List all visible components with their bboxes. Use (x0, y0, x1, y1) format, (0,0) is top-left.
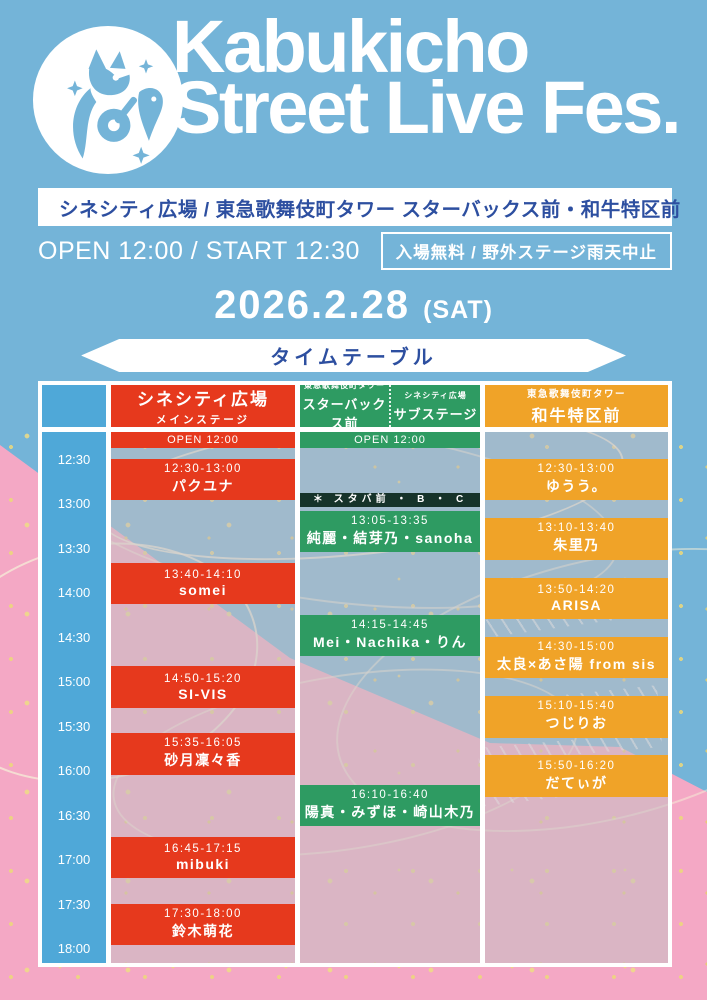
stage-header-sub-right: シネシティ広場 サブステージ (389, 385, 480, 427)
event-time: 13:05-13:35 (351, 515, 429, 528)
time-axis-label: 17:30 (57, 896, 91, 912)
event-block: 15:10-15:40 つじりお (485, 696, 668, 738)
event-artist: ゆうう。 (545, 478, 608, 495)
time-axis-label: 16:30 (57, 807, 91, 823)
venue-bar: シネシティ広場 / 東急歌舞伎町タワー スターバックス前・和牛特区前 (38, 188, 680, 226)
stage-body-main: OPEN 12:00 12:30-13:00 パクユナ 13:40-14:10 some… (111, 432, 295, 963)
event-block: 16:10-16:40 陽真・みずほ・崎山木乃 (300, 784, 480, 827)
event-block: 14:15-14:45 Mei・Nachika・りん (300, 614, 480, 657)
stage-venue: シネシティ広場 (404, 390, 467, 400)
event-artist: 純麗・結芽乃・sanoha (306, 530, 474, 547)
stage-name: メインステージ (155, 414, 251, 426)
event-artist: ARISA (550, 596, 603, 613)
event-time: 13:40-14:10 (164, 568, 242, 581)
column-divider (106, 385, 111, 963)
stage-note-bar: ＊ スタバ前 ・ B ・ C (300, 493, 480, 507)
time-axis-header (42, 385, 106, 427)
event-block: 15:50-16:20 だてぃが (485, 755, 668, 797)
venue-text: シネシティ広場 / 東急歌舞伎町タワー スターバックス前・和牛特区前 (59, 198, 681, 221)
event-artist: パクユナ (172, 478, 234, 495)
event-artist: Mei・Nachika・りん (312, 633, 468, 650)
event-block: 12:30-13:00 パクユナ (111, 459, 295, 501)
stage-header-wagyu: 東急歌舞伎町タワー 和牛特区前 (485, 385, 668, 427)
event-date: 2026.2.28 (SAT) (0, 283, 707, 328)
date-text: 2026.2.28 (214, 283, 411, 327)
stage-name: スターバックス前 (302, 397, 387, 431)
event-artist: 鈴木萌花 (172, 922, 234, 939)
event-artist: somei (179, 581, 227, 598)
info-row: OPEN 12:00 / START 12:30 入場無料 / 野外ステージ雨天… (38, 232, 672, 270)
stage-name: 和牛特区前 (531, 408, 622, 425)
event-block: 13:05-13:35 純麗・結芽乃・sanoha (300, 510, 480, 553)
event-time: 15:50-16:20 (537, 759, 616, 772)
event-time: 15:10-15:40 (537, 700, 616, 713)
timetable: シネシティ広場 メインステージ 東急歌舞伎町タワー スターバックス前 シネシティ… (38, 381, 672, 967)
stage-header-sub-left: 東急歌舞伎町タワー スターバックス前 (300, 381, 389, 431)
event-time: 17:30-18:00 (164, 907, 242, 920)
stage-header-sub: 東急歌舞伎町タワー スターバックス前 シネシティ広場 サブステージ (300, 381, 480, 431)
time-axis-label: 14:30 (57, 629, 91, 645)
event-time: 13:50-14:20 (537, 583, 616, 596)
time-axis-body: 12:30 13:00 13:30 14:00 14:30 15:00 15:30 16:00… (42, 432, 106, 963)
title-line-1: Kabukicho (172, 5, 530, 88)
stage-venue: 東急歌舞伎町タワー (526, 389, 626, 400)
time-axis-label: 15:00 (57, 674, 91, 690)
event-time: 12:30-13:00 (537, 463, 616, 476)
time-axis-label: 13:30 (57, 540, 91, 556)
event-time: 14:50-15:20 (164, 672, 242, 685)
event-artist: 朱里乃 (553, 537, 600, 554)
time-axis-label: 14:00 (57, 585, 91, 601)
festival-title: Kabukicho Street Live Fes. (172, 5, 692, 149)
date-day: (SAT) (423, 296, 493, 324)
event-artist: SI-VIS (178, 685, 228, 702)
event-artist: 陽真・みずほ・崎山木乃 (304, 804, 476, 821)
event-time: 13:10-13:40 (537, 522, 616, 535)
time-axis-label: 12:30 (57, 452, 91, 467)
event-time: 14:15-14:45 (351, 618, 429, 631)
event-block: 16:45-17:15 mibuki (111, 836, 295, 879)
timetable-banner-label: タイムテーブル (270, 347, 437, 369)
event-block: 15:35-16:05 砂月凜々香 (111, 733, 295, 775)
festival-logo-wolf-guitar-icon (32, 25, 184, 175)
event-block: 12:30-13:00 ゆうう。 (485, 459, 668, 501)
stage-body-sub: OPEN 12:00 ＊ スタバ前 ・ B ・ C 13:05-13:35 純麗・結芽… (300, 432, 480, 963)
event-time: 15:35-16:05 (164, 737, 242, 750)
event-time: 16:10-16:40 (351, 789, 429, 802)
column-divider (480, 385, 485, 963)
stage-body-wagyu: 12:30-13:00 ゆうう。 13:10-13:40 朱里乃 13:50-14:20… (485, 432, 668, 963)
time-axis-label: 17:00 (57, 852, 91, 868)
event-block: 14:30-15:00 太良×あさ陽 from sis (485, 636, 668, 679)
open-time-bar: OPEN 12:00 (300, 432, 480, 448)
time-axis-label: 13:00 (57, 496, 91, 512)
column-divider (295, 385, 300, 963)
event-time: 12:30-13:00 (164, 463, 242, 476)
stage-header-main: シネシティ広場 メインステージ (111, 385, 295, 427)
event-artist: 太良×あさ陽 from sis (496, 656, 657, 673)
stage-name: サブステージ (393, 406, 478, 422)
event-block: 13:50-14:20 ARISA (485, 577, 668, 619)
time-axis-label: 16:00 (57, 763, 91, 779)
title-line-2: Street Live Fes. (172, 66, 682, 149)
event-block: 17:30-18:00 鈴木萌花 (111, 903, 295, 945)
time-axis-label: 18:00 (57, 940, 91, 956)
brand-header (30, 24, 186, 176)
event-time: 16:45-17:15 (164, 843, 242, 856)
event-time: 14:30-15:00 (537, 641, 616, 654)
timetable-banner: タイムテーブル (81, 339, 626, 372)
event-block: 13:40-14:10 somei (111, 562, 295, 605)
event-block: 13:10-13:40 朱里乃 (485, 518, 668, 560)
event-artist: つじりお (545, 715, 608, 732)
event-block: 14:50-15:20 SI-VIS (111, 666, 295, 708)
header-divider (42, 427, 668, 432)
event-artist: だてぃが (545, 774, 608, 791)
event-artist: mibuki (175, 856, 231, 873)
open-time-bar: OPEN 12:00 (111, 432, 295, 448)
event-artist: 砂月凜々香 (164, 752, 242, 769)
stage-venue: シネシティ広場 (137, 390, 269, 409)
time-axis-label: 15:30 (57, 718, 91, 734)
admission-note: 入場無料 / 野外ステージ雨天中止 (380, 232, 672, 270)
stage-venue: 東急歌舞伎町タワー (304, 381, 385, 390)
open-start-text: OPEN 12:00 / START 12:30 (38, 236, 360, 265)
